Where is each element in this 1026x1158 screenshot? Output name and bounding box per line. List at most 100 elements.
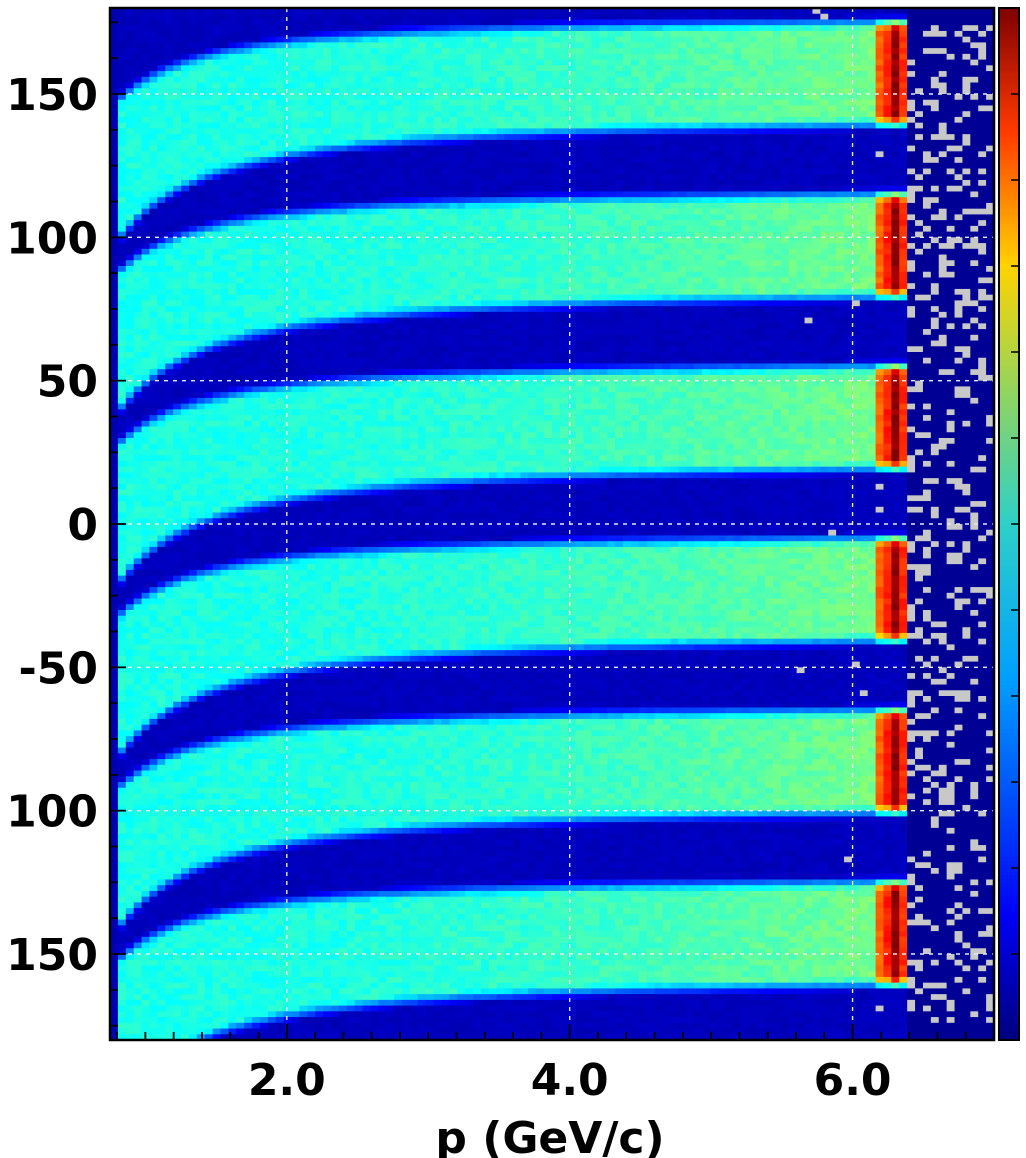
heatmap-cell	[141, 202, 151, 210]
heatmap-cell	[157, 82, 166, 89]
heatmap-cell	[117, 466, 127, 473]
heatmap-cell	[173, 873, 182, 881]
heatmap-cell	[157, 564, 166, 571]
heatmap-cell	[188, 868, 198, 875]
heatmap-cell	[165, 581, 174, 588]
heatmap-cell	[259, 403, 269, 410]
heatmap-cell	[196, 260, 206, 267]
heatmap-cell	[283, 283, 293, 290]
heatmap-cell	[141, 145, 151, 152]
heatmap-cell	[173, 260, 182, 267]
heatmap-cell	[149, 254, 158, 261]
heatmap-cell	[196, 673, 206, 680]
heatmap-cell	[323, 13, 332, 21]
heatmap-cell	[141, 483, 151, 491]
heatmap-cell	[157, 587, 166, 594]
heatmap-cell	[165, 386, 174, 393]
heatmap-cell	[181, 76, 190, 84]
heatmap-cell	[125, 638, 135, 645]
heatmap-cell	[204, 506, 214, 514]
heatmap-cell	[291, 455, 301, 462]
heatmap-cell	[125, 512, 135, 519]
heatmap-cell	[252, 374, 261, 382]
heatmap-cell	[236, 432, 245, 439]
heatmap-cell	[204, 839, 214, 846]
heatmap-cell	[157, 53, 166, 61]
heatmap-cell	[173, 180, 182, 187]
heatmap-cell	[181, 415, 190, 422]
heatmap-cell	[291, 220, 301, 227]
heatmap-cell	[196, 1022, 206, 1030]
heatmap-cell	[125, 277, 135, 284]
heatmap-cell	[125, 896, 135, 903]
heatmap-cell	[141, 185, 151, 193]
heatmap-cell	[212, 799, 222, 806]
heatmap-cell	[196, 885, 206, 892]
heatmap-cell	[133, 959, 143, 967]
heatmap-cell	[275, 1017, 285, 1024]
heatmap-cell	[196, 954, 206, 961]
heatmap-cell	[110, 495, 119, 502]
heatmap-cell	[299, 730, 308, 737]
heatmap-cell	[188, 151, 198, 158]
heatmap-cell	[236, 53, 245, 61]
heatmap-cell	[323, 116, 332, 124]
heatmap-cell	[299, 822, 308, 829]
heatmap-cell	[228, 71, 237, 78]
heatmap-cell	[323, 724, 332, 731]
heatmap-cell	[291, 913, 301, 921]
heatmap-cell	[181, 724, 190, 731]
heatmap-cell	[196, 157, 206, 164]
heatmap-cell	[315, 94, 324, 101]
heatmap-cell	[181, 581, 190, 588]
heatmap-cell	[157, 455, 166, 462]
heatmap-cell	[110, 615, 119, 623]
heatmap-cell	[315, 443, 324, 451]
heatmap-cell	[204, 581, 214, 588]
heatmap-cell	[244, 8, 253, 15]
heatmap-cell	[110, 99, 119, 107]
heatmap-cell	[141, 988, 151, 995]
heatmap-cell	[267, 587, 277, 594]
heatmap-cell	[244, 300, 253, 307]
heatmap-cell	[188, 592, 198, 600]
heatmap-cell	[212, 300, 222, 307]
heatmap-cell	[141, 850, 151, 858]
heatmap-cell	[244, 208, 253, 215]
heatmap-cell	[323, 650, 332, 657]
heatmap-cell	[307, 988, 316, 995]
heatmap-cell	[173, 53, 182, 61]
heatmap-cell	[149, 868, 158, 875]
heatmap-cell	[165, 76, 174, 84]
heatmap-cell	[299, 392, 308, 399]
heatmap-cell	[181, 466, 190, 473]
heatmap-cell	[236, 741, 245, 749]
heatmap-cell	[181, 575, 190, 582]
heatmap-cell	[196, 782, 206, 789]
heatmap-cell	[307, 71, 316, 78]
heatmap-cell	[267, 667, 277, 674]
heatmap-cell	[259, 59, 269, 66]
heatmap-cell	[323, 604, 332, 611]
heatmap-cell	[291, 460, 301, 468]
heatmap-cell	[259, 271, 269, 279]
heatmap-cell	[315, 982, 324, 989]
heatmap-cell	[236, 833, 245, 840]
heatmap-cell	[228, 782, 237, 789]
heatmap-cell	[188, 443, 198, 451]
heatmap-cell	[283, 782, 293, 789]
heatmap-cell	[259, 569, 269, 577]
heatmap-cell	[267, 386, 277, 393]
heatmap-cell	[204, 845, 214, 852]
heatmap-cell	[204, 363, 214, 370]
heatmap-cell	[212, 845, 222, 852]
heatmap-cell	[133, 460, 143, 468]
heatmap-cell	[110, 71, 119, 78]
heatmap-cell	[181, 799, 190, 806]
heatmap-cell	[259, 392, 269, 399]
heatmap-cell	[244, 684, 253, 691]
heatmap-cell	[315, 231, 324, 238]
heatmap-cell	[212, 925, 222, 932]
heatmap-cell	[157, 632, 166, 640]
heatmap-cell	[236, 352, 245, 359]
